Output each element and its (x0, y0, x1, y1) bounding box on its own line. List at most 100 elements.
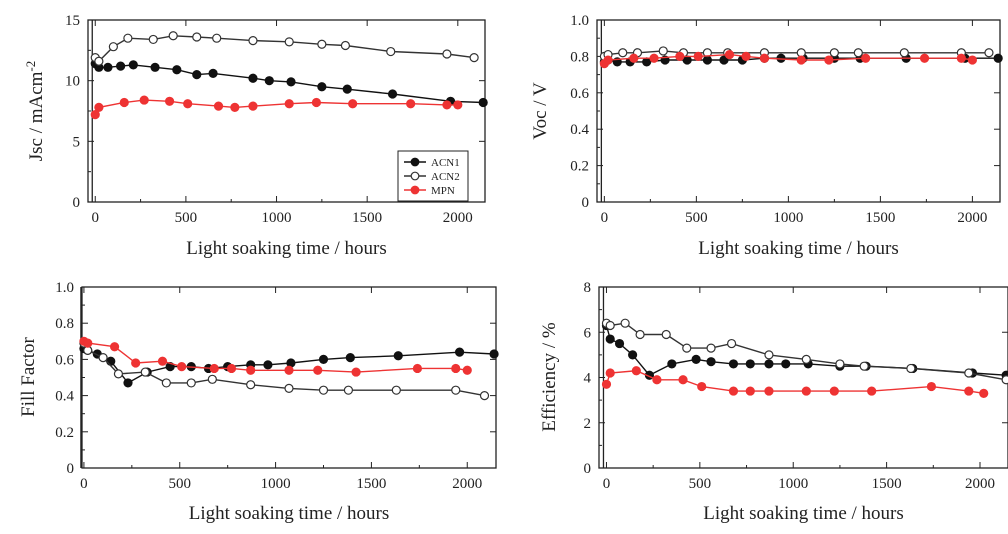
data-point-acn1 (150, 62, 160, 72)
legend-marker-mpn (410, 185, 420, 195)
series-line-mpn (94, 99, 458, 115)
data-point-acn1 (172, 65, 182, 75)
y-tick-label: 4 (584, 371, 592, 387)
data-point-acn2 (442, 49, 452, 59)
data-point-acn1 (263, 360, 273, 370)
data-point-mpn (979, 388, 989, 398)
data-point-mpn (451, 363, 461, 374)
data-point-acn2 (123, 33, 133, 43)
y-tick-label: 1.0 (55, 280, 74, 296)
data-point-mpn (964, 386, 974, 396)
series-line-mpn (83, 340, 468, 373)
data-point-acn2 (661, 329, 671, 340)
data-point-acn2 (984, 48, 994, 58)
data-point-acn1 (691, 354, 701, 364)
data-point-acn2 (1001, 375, 1008, 385)
data-point-mpn (246, 365, 256, 375)
data-point-mpn (629, 53, 639, 63)
data-point-mpn (829, 386, 839, 396)
data-point-mpn (861, 53, 871, 63)
data-point-acn1 (318, 354, 329, 364)
data-point-acn1 (286, 77, 296, 87)
data-point-mpn (867, 386, 877, 396)
data-point-acn2 (343, 385, 354, 395)
y-tick-label: 0.4 (570, 122, 589, 138)
data-point-acn2 (620, 318, 630, 328)
data-point-acn2 (317, 39, 327, 49)
data-point-acn2 (479, 391, 490, 401)
data-point-acn1 (116, 61, 126, 71)
data-point-mpn (284, 99, 294, 109)
data-point-acn1 (103, 62, 113, 72)
y-tick-label: 10 (65, 74, 80, 90)
data-point-acn1 (706, 357, 716, 367)
y-axis-label: Fill Factor (18, 336, 39, 416)
data-point-mpn (675, 51, 685, 62)
data-point-mpn (824, 55, 834, 65)
x-tick-label: 2000 (957, 210, 987, 226)
data-point-acn1 (248, 73, 258, 83)
data-point-mpn (131, 358, 141, 368)
data-point-mpn (157, 356, 168, 366)
data-point-mpn (311, 97, 322, 108)
data-point-acn1 (387, 89, 398, 99)
x-tick-label: 1500 (352, 210, 382, 226)
data-point-acn2 (658, 46, 668, 56)
data-point-mpn (697, 381, 707, 392)
data-point-mpn (313, 365, 323, 375)
data-point-mpn (164, 96, 175, 106)
x-tick-label: 1500 (356, 476, 386, 492)
x-axis-label: Light soaking time / hours (186, 238, 387, 259)
legend-label-acn1: ACN1 (431, 157, 460, 169)
data-point-mpn (94, 102, 104, 112)
data-point-acn2 (835, 359, 845, 369)
y-axis-label: Jsc / mAcm-2 (23, 61, 47, 162)
y-tick-label: 0.2 (55, 425, 74, 441)
data-point-acn2 (391, 385, 401, 395)
y-tick-label: 5 (73, 134, 81, 150)
plot-frame (596, 19, 1001, 203)
data-point-mpn (967, 55, 977, 65)
data-point-mpn (209, 363, 219, 374)
data-point-mpn (462, 365, 472, 375)
data-point-mpn (926, 381, 937, 392)
data-point-acn1 (628, 350, 638, 360)
x-axis-label: Light soaking time / hours (698, 238, 899, 259)
y-tick-label: 8 (584, 280, 592, 296)
data-point-acn2 (161, 378, 171, 388)
data-point-acn2 (113, 369, 124, 379)
chart-panel-eff: 0 500 1000 1500 2000 0 2 4 6 8 Light soaking time … (539, 280, 1008, 524)
data-point-acn2 (451, 385, 461, 395)
data-point-acn2 (284, 383, 294, 393)
data-point-acn2 (186, 378, 196, 388)
x-axis-label: Light soaking time / hours (189, 503, 390, 524)
data-point-acn1 (342, 84, 352, 94)
x-tick-label: 0 (603, 476, 611, 492)
data-point-acn2 (706, 343, 716, 353)
data-point-mpn (745, 386, 755, 396)
x-axis-label: Light soaking time / hours (703, 503, 904, 524)
data-point-mpn (764, 386, 774, 396)
x-tick-label: 500 (685, 210, 708, 226)
plot-frame (81, 286, 497, 469)
data-point-mpn (605, 368, 615, 378)
data-point-mpn (453, 100, 463, 110)
data-point-acn1 (123, 378, 133, 388)
y-tick-label: 0.6 (570, 86, 589, 102)
legend-marker-acn2 (410, 171, 420, 181)
data-point-acn2 (899, 48, 909, 58)
data-point-mpn (603, 55, 613, 65)
data-point-acn2 (605, 320, 615, 331)
x-tick-label: 0 (601, 210, 609, 226)
x-tick-label: 1000 (773, 210, 803, 226)
x-tick-label: 2000 (965, 476, 995, 492)
data-point-acn2 (859, 361, 869, 371)
y-tick-label: 0.2 (570, 159, 589, 175)
x-tick-label: 1000 (778, 476, 808, 492)
data-point-mpn (83, 338, 93, 348)
data-point-acn1 (454, 347, 465, 357)
data-point-acn1 (106, 356, 116, 366)
data-point-mpn (724, 49, 735, 60)
data-point-acn2 (207, 374, 217, 384)
